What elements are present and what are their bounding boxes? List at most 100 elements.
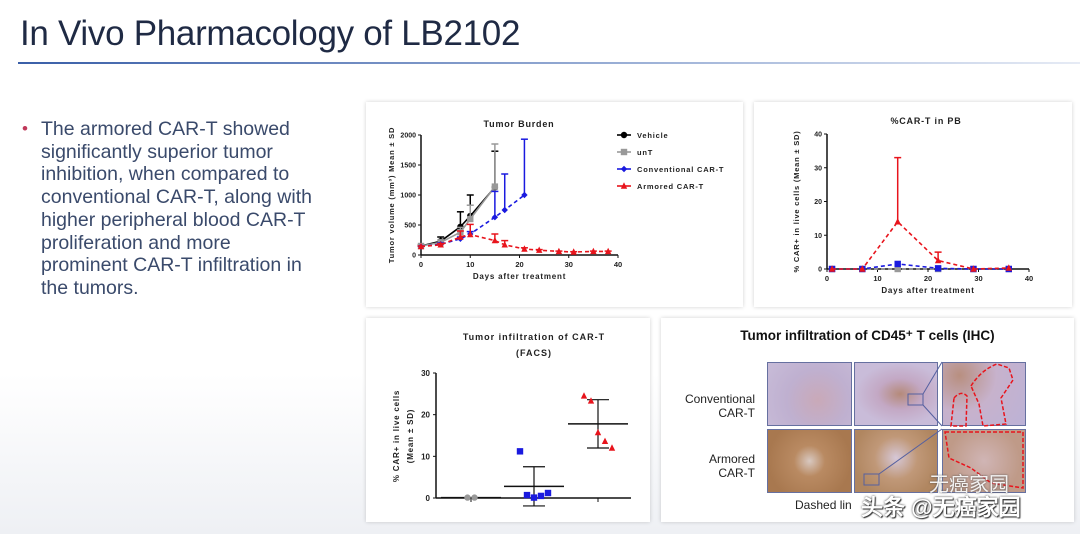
ihc-annotations — [863, 361, 1024, 489]
y-tick-label: 0 — [412, 253, 416, 260]
data-point — [537, 492, 545, 500]
data-point — [970, 265, 977, 272]
x-tick-label: 20 — [924, 274, 932, 283]
y-tick-label: 20 — [814, 199, 822, 206]
x-tick-label: 30 — [974, 274, 982, 283]
data-point — [544, 489, 552, 497]
row-label-conventional: Conventional CAR-T — [671, 392, 755, 420]
y-tick-label: 30 — [814, 165, 822, 172]
data-point — [604, 247, 612, 255]
tumor-area-outline — [950, 363, 1014, 427]
ihc-title: Tumor infiltration of CD45⁺ T cells (IHC… — [740, 328, 995, 343]
data-point — [620, 182, 628, 189]
y-axis-label: % CAR+ in live cells — [392, 390, 401, 482]
data-point — [464, 494, 471, 501]
series-line — [832, 220, 1009, 270]
slide-title: In Vivo Pharmacology of LB2102 — [20, 14, 521, 53]
tumor-burden-chart: Tumor Burden 0 10 20 30 40 0 500 1000 1500 2000 Day… — [366, 102, 743, 307]
data-point — [523, 491, 531, 499]
data-point — [570, 248, 577, 255]
watermark-text: 无癌家园 — [929, 474, 1009, 496]
ihc-image-arm-low — [767, 429, 852, 493]
data-point — [894, 218, 901, 225]
x-tick-label: 30 — [565, 260, 573, 269]
data-point — [934, 265, 942, 272]
x-axis-label: Days after treatment — [881, 286, 974, 295]
data-point — [580, 392, 588, 399]
y-tick-label: 20 — [421, 411, 430, 420]
data-point — [594, 428, 602, 436]
watermark-text: 头条 @无癌家园 — [861, 495, 1021, 520]
zoom-box — [863, 473, 880, 486]
data-point — [467, 215, 474, 223]
data-point — [620, 165, 628, 173]
ihc-image-conv-mid — [854, 362, 938, 426]
y-axis-label: Tumor volume (mm³) Mean ± SD — [387, 127, 396, 263]
data-point — [859, 265, 866, 272]
ihc-image-arm-zoom — [942, 429, 1026, 493]
y-tick-label: 40 — [814, 132, 822, 139]
data-point — [608, 444, 616, 451]
chart-subtitle: (FACS) — [516, 348, 552, 358]
series-line — [832, 263, 1009, 270]
x-axis-label: Days after treatment — [473, 272, 566, 281]
zoom-box — [907, 393, 924, 406]
data-point — [501, 241, 508, 248]
y-tick-label: 1500 — [400, 163, 416, 170]
data-point — [536, 246, 543, 253]
y-tick-label: 500 — [404, 223, 416, 230]
ihc-image-conv-zoom — [942, 362, 1026, 426]
chart-title: Tumor Burden — [484, 119, 555, 129]
row-label-line: CAR-T — [718, 406, 755, 420]
y-tick-label: 10 — [814, 233, 822, 240]
y-tick-label: 2000 — [400, 133, 416, 140]
data-point — [530, 494, 538, 501]
ihc-panel: Tumor infiltration of CD45⁺ T cells (IHC… — [661, 318, 1074, 522]
row-label-line: Armored — [708, 452, 755, 466]
facs-infiltration-chart: Tumor infiltration of CAR-T (FACS) 0 10 20 30… — [366, 318, 650, 522]
data-point — [555, 247, 563, 255]
y-tick-label: 1000 — [400, 193, 416, 200]
data-point — [471, 494, 478, 501]
data-point — [620, 131, 628, 139]
legend-label: Armored CAR-T — [637, 182, 704, 191]
bullet-text: The armored CAR-T showed significantly s… — [41, 118, 312, 299]
data-point — [587, 397, 595, 404]
series-line — [420, 233, 609, 253]
bullet-icon: • — [22, 119, 28, 138]
data-point — [590, 247, 597, 255]
x-tick-label: 40 — [614, 260, 622, 269]
tumor-area-outline — [944, 431, 1024, 489]
x-tick-label: 0 — [825, 274, 829, 283]
data-point — [417, 242, 425, 250]
chart-title: Tumor infiltration of CAR-T — [463, 332, 605, 342]
x-tick-label: 40 — [1025, 274, 1033, 283]
data-point — [437, 241, 444, 248]
data-point — [521, 245, 528, 252]
data-point — [501, 206, 508, 214]
legend-label: unT — [637, 148, 653, 157]
y-tick-label: 0 — [818, 267, 822, 274]
data-point — [516, 448, 524, 455]
row-label-line: Conventional — [684, 392, 755, 406]
x-tick-label: 0 — [419, 260, 423, 269]
ihc-image-conv-low — [767, 362, 852, 426]
y-tick-label: 10 — [421, 452, 430, 461]
data-point — [620, 148, 628, 156]
data-point — [828, 265, 836, 272]
data-point — [491, 214, 499, 221]
data-point — [1005, 264, 1012, 271]
y-tick-label: 30 — [421, 369, 430, 378]
x-tick-label: 10 — [873, 274, 881, 283]
row-label-armored: Armored CAR-T — [671, 452, 755, 480]
data-point — [934, 256, 942, 264]
x-tick-label: 20 — [515, 260, 523, 269]
data-point — [457, 233, 464, 240]
ihc-image-arm-mid — [854, 429, 938, 493]
data-point — [894, 265, 901, 273]
x-tick-label: 10 — [466, 260, 474, 269]
data-point — [601, 437, 609, 445]
ihc-caption: Dashed lin — [795, 498, 852, 512]
legend-label: Conventional CAR-T — [637, 165, 724, 174]
y-axis-label: (Mean ± SD) — [406, 409, 415, 464]
